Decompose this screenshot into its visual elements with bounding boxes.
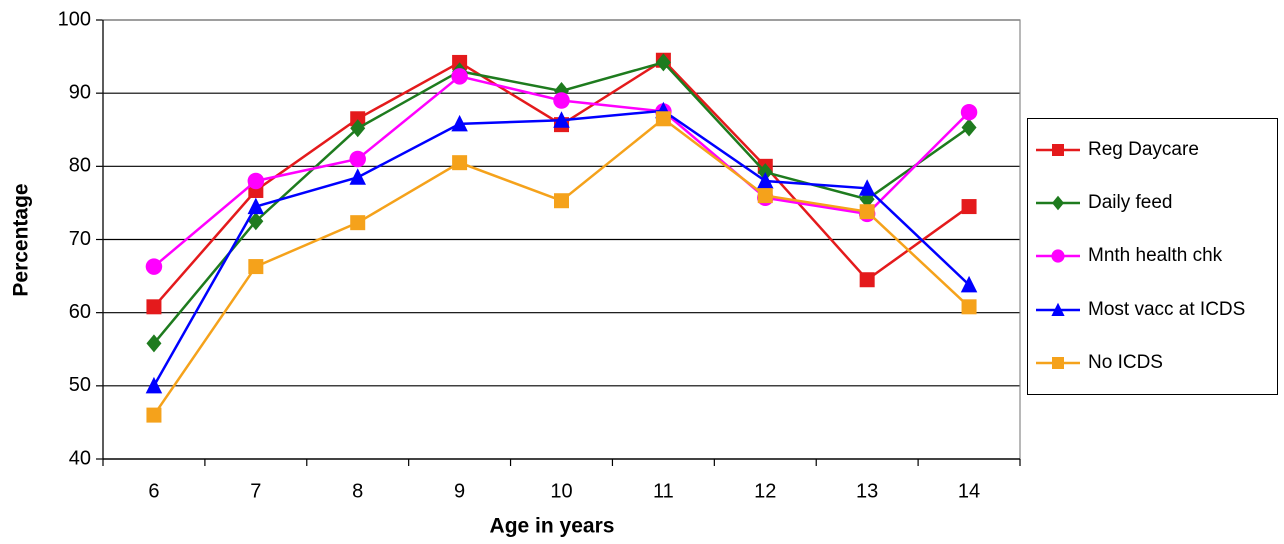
marker — [1051, 249, 1065, 264]
marker — [247, 172, 265, 190]
marker — [145, 258, 163, 275]
marker — [248, 212, 264, 231]
marker — [961, 199, 977, 215]
marker — [553, 92, 570, 109]
marker — [452, 155, 468, 171]
marker — [961, 299, 977, 315]
marker — [960, 103, 978, 121]
legend-swatch — [1036, 143, 1080, 156]
marker — [655, 111, 671, 127]
legend-label: Daily feed — [1088, 192, 1173, 214]
marker — [146, 334, 162, 353]
x-tick-label: 11 — [653, 480, 674, 502]
x-tick-label: 8 — [352, 480, 363, 502]
legend-label: Most vacc at ICDS — [1088, 298, 1246, 320]
marker — [858, 179, 876, 196]
marker — [1052, 357, 1064, 370]
marker — [961, 118, 977, 137]
marker — [146, 299, 162, 315]
marker — [960, 275, 978, 293]
x-tick-label: 7 — [250, 480, 261, 502]
marker — [350, 215, 366, 231]
x-tick-label: 14 — [958, 480, 980, 502]
legend-label: Mnth health chk — [1088, 245, 1223, 267]
y-axis-title: Percentage — [10, 183, 33, 296]
marker — [145, 376, 163, 394]
marker — [146, 407, 162, 423]
legend-entry: Mnth health chk — [1028, 243, 1277, 269]
marker — [1052, 143, 1064, 156]
series-line — [152, 117, 970, 416]
marker — [554, 193, 569, 209]
legend-swatch — [1036, 195, 1080, 211]
marker — [757, 171, 774, 189]
marker — [1052, 195, 1064, 211]
x-tick-label: 12 — [754, 480, 776, 502]
legend-entry: Reg Daycare — [1028, 137, 1277, 163]
marker — [248, 259, 264, 275]
legend-entry: No ICDS — [1028, 350, 1277, 376]
marker — [859, 272, 875, 288]
marker — [451, 114, 468, 132]
legend-entry: Most vacc at ICDS — [1028, 297, 1277, 323]
marker — [451, 68, 468, 85]
legend: Reg Daycare Daily feed Mnth health chk Most… — [1027, 118, 1278, 395]
x-tick-label: 10 — [550, 480, 572, 502]
x-tick-label: 13 — [856, 480, 878, 502]
x-tick-label: 9 — [454, 480, 465, 502]
marker — [757, 188, 773, 204]
marker — [350, 119, 366, 138]
marker — [655, 53, 671, 72]
y-tick-label: 50 — [69, 374, 91, 396]
y-tick-label: 90 — [69, 81, 91, 103]
series-line — [152, 109, 970, 387]
marker — [349, 150, 366, 168]
y-tick-label: 80 — [69, 155, 91, 177]
marker — [859, 204, 875, 220]
legend-entry: Daily feed — [1028, 190, 1277, 216]
y-tick-label: 40 — [69, 447, 91, 469]
x-axis-title: Age in years — [490, 515, 615, 538]
y-tick-label: 60 — [69, 301, 91, 323]
marker — [349, 168, 366, 185]
marker — [1051, 302, 1065, 316]
legend-swatch — [1036, 302, 1080, 316]
y-tick-label: 70 — [69, 228, 91, 250]
marker — [350, 111, 366, 127]
legend-label: No ICDS — [1088, 352, 1163, 374]
marker — [247, 197, 265, 215]
legend-swatch — [1036, 249, 1080, 264]
y-tick-label: 100 — [58, 8, 91, 30]
legend-swatch — [1036, 357, 1080, 370]
x-tick-label: 6 — [148, 480, 159, 502]
marker — [553, 111, 570, 128]
legend-label: Reg Daycare — [1088, 138, 1199, 160]
